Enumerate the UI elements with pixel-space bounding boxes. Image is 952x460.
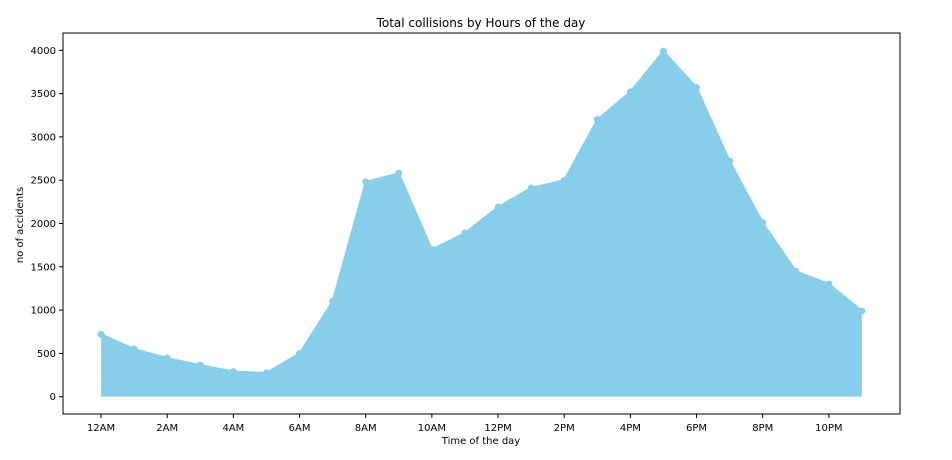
y-tick-label: 3000 (31, 132, 56, 143)
x-tick-label: 8PM (752, 423, 773, 434)
data-point (461, 229, 469, 237)
data-point (296, 349, 304, 357)
y-tick-label: 2500 (31, 176, 56, 187)
y-tick-label: 1000 (31, 306, 56, 317)
y-tick-label: 3500 (31, 89, 56, 100)
data-point (395, 169, 403, 177)
data-point (97, 330, 105, 338)
y-axis: 0 500 1000 1500 2000 2500 3000 3500 4000 (31, 46, 63, 403)
data-point (428, 245, 436, 253)
data-point (825, 280, 833, 288)
data-point (593, 116, 601, 124)
chart-title: Total collisions by Hours of the day (376, 16, 586, 30)
data-point (229, 368, 237, 376)
y-tick-label: 1500 (31, 262, 56, 273)
data-point (659, 47, 667, 55)
data-point (163, 354, 171, 362)
area-fill (101, 51, 862, 397)
x-tick-label: 10AM (418, 423, 446, 434)
y-tick-label: 0 (50, 392, 56, 403)
plot-area (97, 47, 866, 397)
x-tick-label: 12PM (484, 423, 511, 434)
y-tick-label: 2000 (31, 219, 56, 230)
data-point (726, 157, 734, 165)
data-point (560, 176, 568, 184)
data-point (626, 88, 634, 96)
data-point (693, 84, 701, 92)
data-point (329, 297, 337, 305)
data-point (196, 361, 204, 369)
y-axis-label: no of accidents (15, 187, 26, 263)
data-point (130, 345, 138, 353)
data-point (759, 219, 767, 227)
x-tick-label: 2PM (554, 423, 575, 434)
x-axis-label: Time of the day (441, 436, 521, 447)
data-point (858, 307, 866, 315)
x-tick-label: 10PM (815, 423, 842, 434)
x-axis: 12AM 2AM 4AM 6AM 8AM 10AM 12PM 2PM 4PM 6PM 8PM 10PM (87, 414, 843, 434)
x-tick-label: 12AM (87, 423, 115, 434)
x-tick-label: 4AM (222, 423, 244, 434)
x-tick-label: 8AM (355, 423, 377, 434)
data-point (262, 369, 270, 377)
data-point (362, 178, 370, 186)
x-tick-label: 2AM (156, 423, 178, 434)
data-point (527, 184, 535, 192)
x-tick-label: 6PM (686, 423, 707, 434)
x-tick-label: 4PM (620, 423, 641, 434)
data-point (494, 203, 502, 211)
x-tick-label: 6AM (289, 423, 311, 434)
data-point (792, 267, 800, 275)
y-tick-label: 500 (37, 349, 56, 360)
y-tick-label: 4000 (31, 46, 56, 57)
series-line (100, 49, 863, 374)
